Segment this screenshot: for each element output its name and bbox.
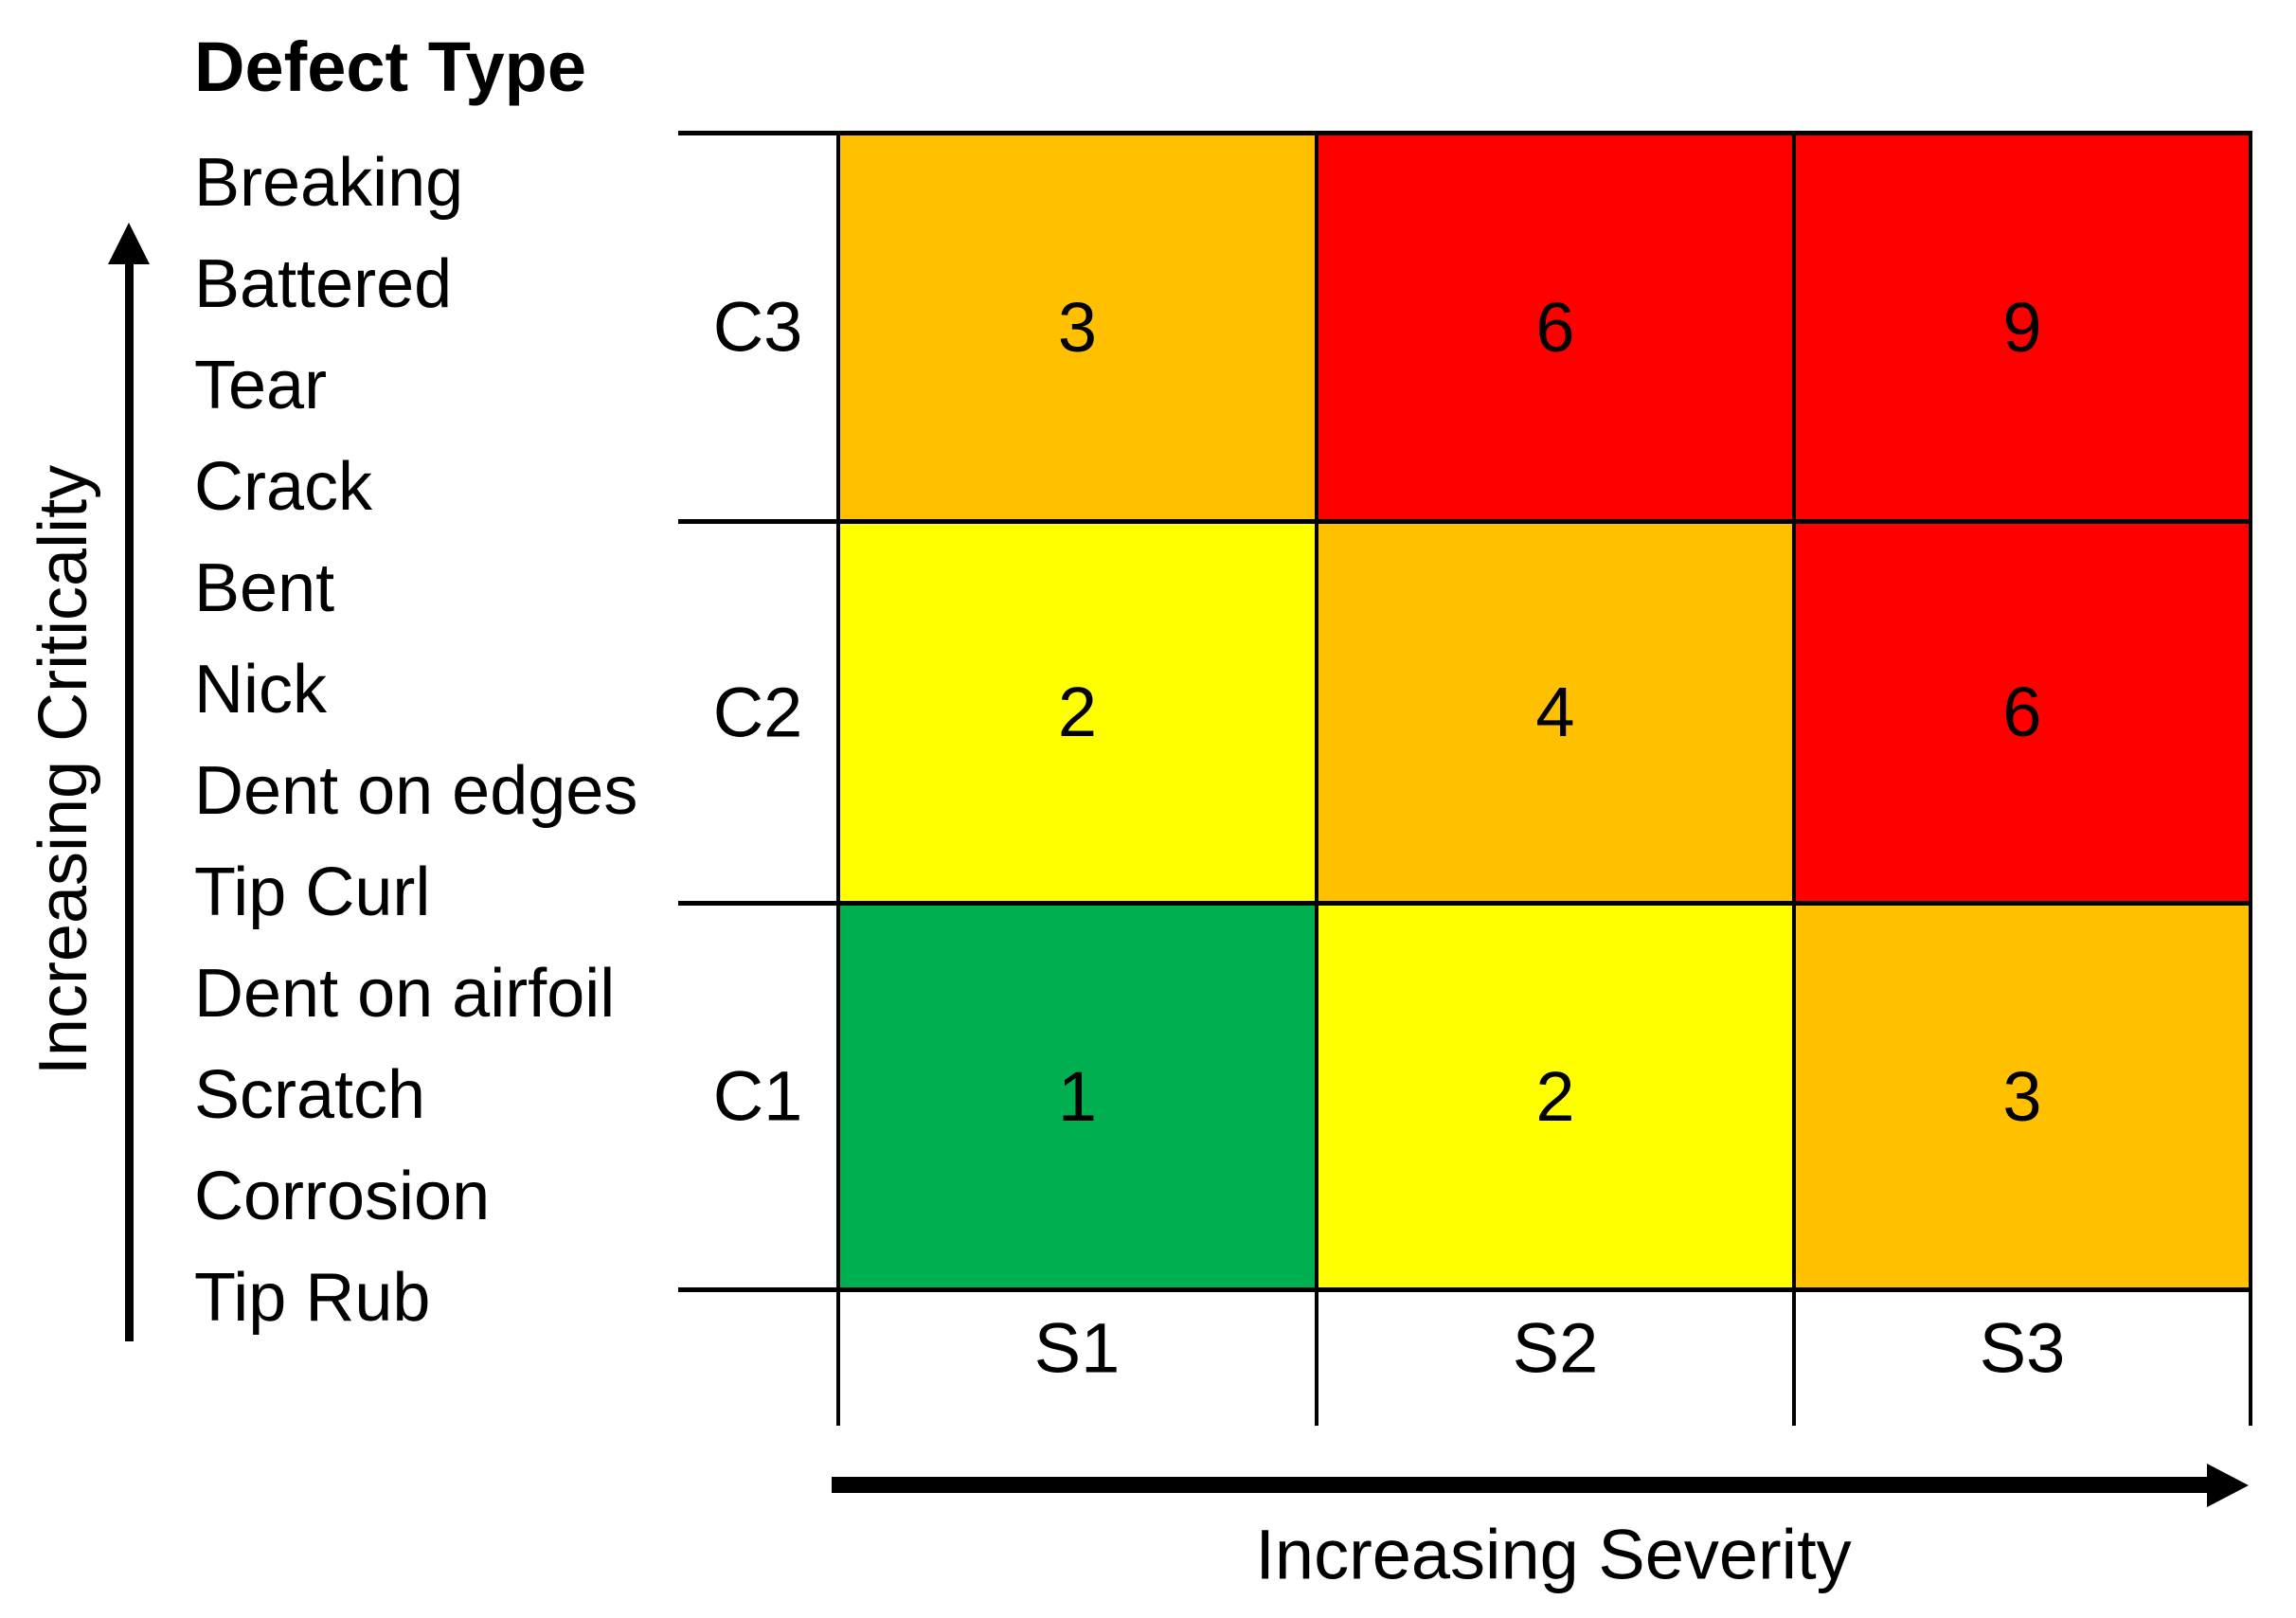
row-label-c2: C2 bbox=[712, 673, 803, 752]
defect-type-item: Tip Rub bbox=[194, 1260, 431, 1336]
defect-type-item: Battered bbox=[194, 246, 453, 322]
criticality-arrow-shaft bbox=[125, 261, 134, 1341]
matrix-cell-c3-s1: 3 bbox=[838, 133, 1317, 521]
row-label-c1: C1 bbox=[712, 1056, 803, 1136]
grid-line-horizontal bbox=[678, 1287, 2252, 1292]
up-arrow-icon bbox=[108, 223, 150, 264]
defect-type-item: Breaking bbox=[194, 145, 464, 221]
matrix-cell-c1-s1: 1 bbox=[838, 903, 1317, 1289]
criticality-axis-label: Increasing Criticality bbox=[26, 464, 101, 1076]
right-arrow-icon bbox=[2207, 1464, 2249, 1507]
defect-type-item: Nick bbox=[194, 652, 327, 728]
grid-line-horizontal bbox=[678, 131, 2252, 135]
matrix-cell-c3-s3: 9 bbox=[1794, 133, 2251, 521]
col-label-s3: S3 bbox=[1979, 1308, 2066, 1388]
col-label-s2: S2 bbox=[1512, 1308, 1599, 1388]
grid-line-horizontal bbox=[678, 901, 2252, 906]
grid-line-vertical bbox=[1315, 133, 1318, 1426]
matrix-cell-c2-s3: 6 bbox=[1794, 521, 2251, 903]
matrix-cell-c1-s2: 2 bbox=[1317, 903, 1794, 1289]
grid-line-vertical bbox=[1792, 133, 1796, 1426]
grid-line-vertical bbox=[836, 133, 840, 1426]
defect-type-item: Crack bbox=[194, 449, 373, 525]
defect-type-item: Tip Curl bbox=[194, 854, 431, 930]
col-label-s1: S1 bbox=[1033, 1308, 1121, 1388]
defect-type-item: Dent on edges bbox=[194, 753, 638, 829]
defect-type-title: Defect Type bbox=[194, 27, 586, 106]
matrix-cell-c1-s3: 3 bbox=[1794, 903, 2251, 1289]
defect-type-item: Bent bbox=[194, 550, 335, 626]
defect-type-item: Corrosion bbox=[194, 1159, 491, 1234]
matrix-cell-c3-s2: 6 bbox=[1317, 133, 1794, 521]
severity-axis-label: Increasing Severity bbox=[1255, 1515, 1852, 1594]
matrix-cell-c2-s2: 4 bbox=[1317, 521, 1794, 903]
row-label-c3: C3 bbox=[712, 287, 803, 367]
matrix-cell-c2-s1: 2 bbox=[838, 521, 1317, 903]
severity-arrow-shaft bbox=[832, 1477, 2210, 1493]
defect-type-item: Dent on airfoil bbox=[194, 956, 616, 1032]
grid-line-horizontal bbox=[678, 519, 2252, 524]
grid-line-vertical bbox=[2249, 133, 2252, 1426]
defect-type-item: Tear bbox=[194, 348, 328, 423]
defect-type-item: Scratch bbox=[194, 1057, 426, 1133]
defect-type-list: Breaking Battered Tear Crack Bent Nick D… bbox=[194, 133, 637, 1349]
